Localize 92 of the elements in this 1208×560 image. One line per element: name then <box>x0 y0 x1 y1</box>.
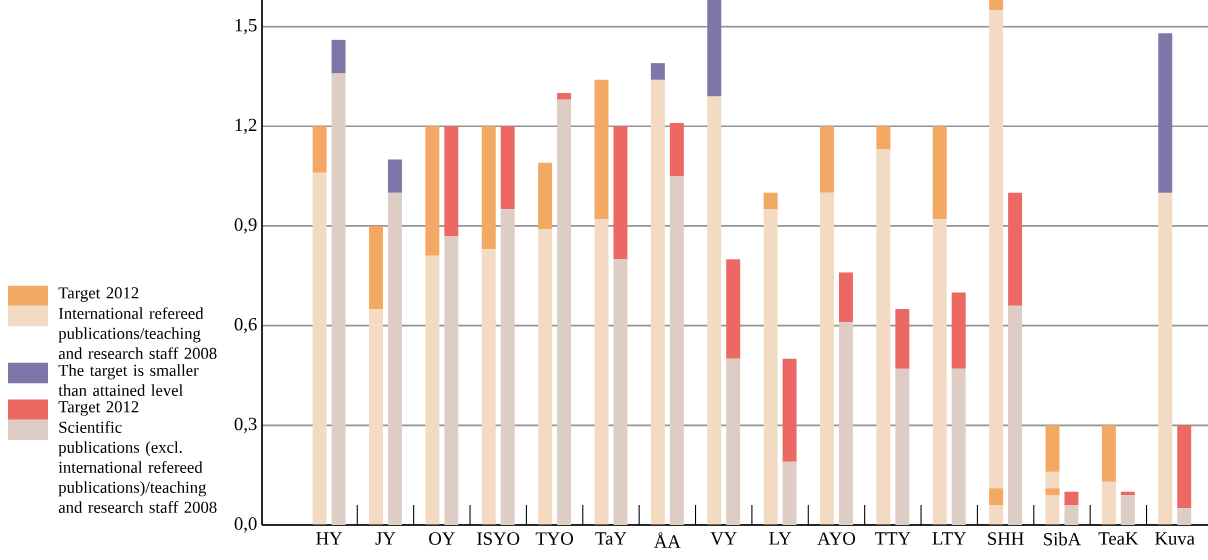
x-tick-label: TYO <box>535 532 574 545</box>
y-tick-label: 0,0 <box>234 517 257 533</box>
bar <box>331 39 346 74</box>
y-tick-label: 1,5 <box>235 18 257 35</box>
bar <box>1120 491 1135 496</box>
bar <box>782 461 797 525</box>
bar <box>557 99 572 525</box>
x-tick-label: HY <box>316 532 343 545</box>
y-tick-label: 0,3 <box>234 417 257 433</box>
x-tick-label: JY <box>375 532 396 545</box>
bar <box>820 192 834 525</box>
bar <box>1177 508 1192 525</box>
bar <box>951 292 966 369</box>
x-tick-label: TaY <box>595 532 627 545</box>
bar <box>312 172 327 525</box>
bar <box>669 122 684 177</box>
bar <box>932 219 947 525</box>
x-tick-label: VY <box>710 532 737 545</box>
bar <box>782 358 797 462</box>
bar <box>369 309 383 525</box>
bar <box>707 96 722 525</box>
x-tick-label: LTY <box>932 532 967 545</box>
bar <box>1101 425 1116 482</box>
bar <box>444 126 459 236</box>
bar <box>594 219 609 525</box>
bar <box>876 126 891 150</box>
bar <box>1064 505 1079 525</box>
x-tick-label: LY <box>769 532 792 545</box>
bar <box>1045 488 1060 496</box>
bar <box>369 225 383 310</box>
legend-label: International refereed publications/teaching and research staff 2008 <box>58 307 217 360</box>
bar <box>481 126 496 250</box>
bar <box>500 209 515 525</box>
bar <box>387 192 402 525</box>
bar <box>594 79 609 220</box>
bar <box>538 229 553 525</box>
x-tick-label: ISYO <box>477 532 520 545</box>
x-tick-label: Kuva <box>1155 532 1195 545</box>
bar <box>895 309 910 369</box>
bar <box>726 358 741 525</box>
bar <box>989 9 1004 525</box>
bar <box>1008 192 1023 306</box>
bar <box>481 249 496 525</box>
y-tick-label: 1,2 <box>235 118 257 134</box>
bar <box>989 0 1004 10</box>
bar <box>1008 305 1023 525</box>
bar <box>613 259 628 525</box>
bar <box>387 159 402 193</box>
bar <box>707 0 722 97</box>
y-tick-label: 0,6 <box>234 317 257 334</box>
bar <box>425 126 440 256</box>
bar <box>444 235 459 525</box>
bar <box>876 149 891 525</box>
x-tick-label: SibA <box>1044 532 1082 546</box>
legend-label: Target 2012 <box>58 287 139 302</box>
bar <box>557 93 572 100</box>
bar <box>613 126 628 260</box>
bar <box>820 126 834 193</box>
bar <box>538 162 553 230</box>
y-tick-label: 0,9 <box>234 218 257 234</box>
bar <box>331 73 346 525</box>
bar <box>951 368 966 525</box>
bar <box>1045 425 1060 472</box>
bar <box>838 322 853 525</box>
legend-label: The target is smaller than attained level <box>58 364 199 396</box>
bar <box>989 488 1004 506</box>
x-tick-label: ÅA <box>654 532 681 548</box>
x-tick-label: TTY <box>875 532 911 545</box>
x-tick-label: TeaK <box>1098 532 1139 545</box>
bar <box>650 63 665 80</box>
bar <box>763 209 778 525</box>
bar <box>425 255 440 525</box>
legend-label: Scientific publications (excl. international refereed publications)/teaching and research staff 2008 <box>58 421 217 513</box>
x-tick-label: AYO <box>817 532 856 545</box>
x-tick-label: OY <box>429 532 455 545</box>
bar <box>763 192 778 210</box>
bar <box>1064 491 1079 506</box>
bar <box>1177 425 1192 509</box>
bar <box>838 272 853 323</box>
bar <box>932 126 947 220</box>
bar <box>312 126 327 173</box>
legend-label: Target 2012 <box>58 401 139 416</box>
bar <box>650 79 665 525</box>
bar <box>669 176 684 525</box>
bar <box>895 368 910 525</box>
bar <box>1101 481 1116 525</box>
bar <box>1120 495 1135 525</box>
bar <box>1158 33 1173 193</box>
x-tick-label: SHH <box>988 532 1024 545</box>
bar <box>500 126 515 210</box>
bar <box>726 259 741 359</box>
bar <box>1158 192 1173 525</box>
